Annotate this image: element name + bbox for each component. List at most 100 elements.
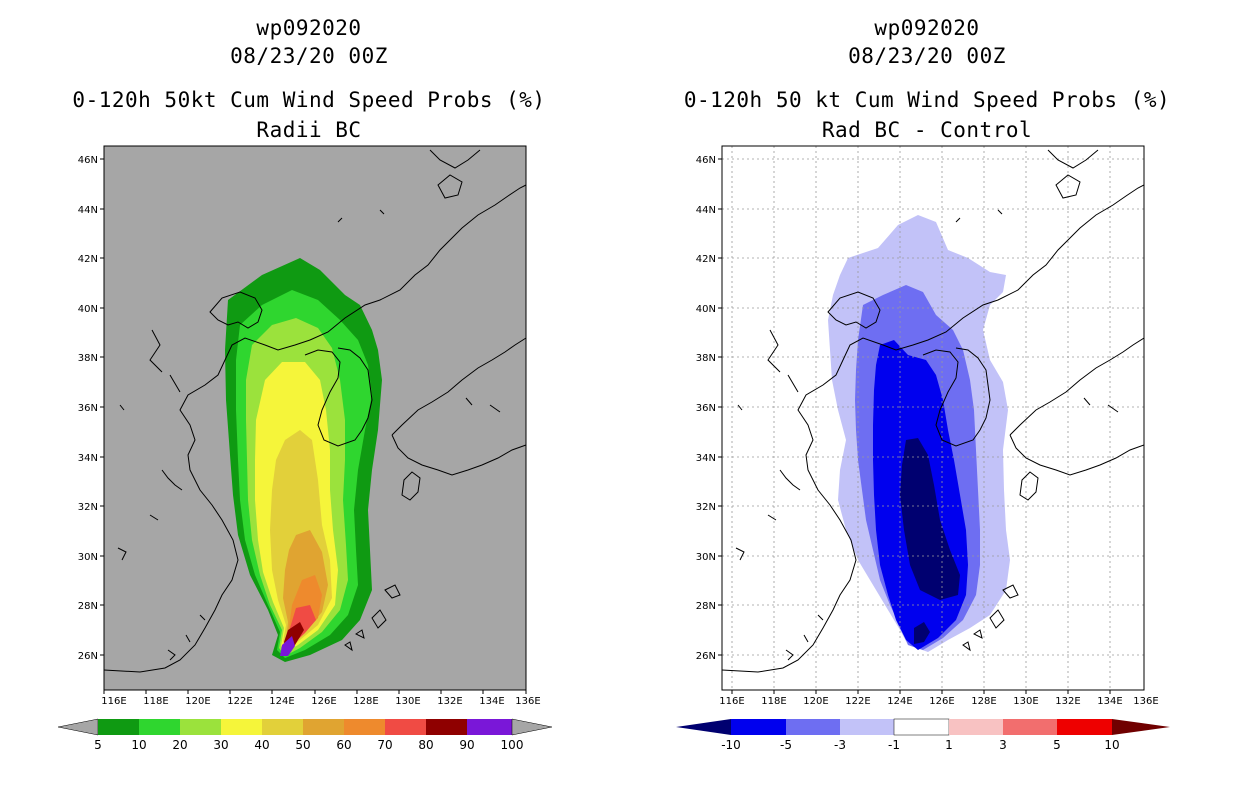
x-tick-label: 116E: [101, 696, 126, 707]
x-tick-label: 134E: [1097, 696, 1122, 707]
right-colorbar-box: [840, 719, 894, 735]
x-tick-label: 120E: [803, 696, 828, 707]
y-tick-label: 28N: [78, 601, 98, 612]
y-tick-label: 46N: [78, 155, 98, 166]
y-tick-label: 34N: [696, 453, 716, 464]
right-y-tick-labels: 26N 28N 30N 32N 34N 36N 38N 40N 42N 44N …: [696, 155, 716, 662]
x-tick-label: 136E: [1133, 696, 1158, 707]
right-plot-subtitle: Rad BC - Control: [821, 118, 1033, 142]
left-colorbar-box: [262, 719, 303, 735]
left-y-tick-labels: 26N 28N 30N 32N 34N 36N 38N 40N 42N 44N …: [78, 155, 98, 662]
right-difference-field: [828, 215, 1010, 652]
y-tick-label: 26N: [696, 651, 716, 662]
x-tick-label: 130E: [1013, 696, 1038, 707]
y-tick-label: 40N: [78, 304, 98, 315]
right-colorbar-box: [893, 718, 950, 736]
left-datetime: 08/23/20 00Z: [230, 44, 388, 68]
x-tick-label: 118E: [143, 696, 168, 707]
y-tick-label: 44N: [696, 205, 716, 216]
colorbar-label: 5: [94, 738, 102, 752]
y-tick-label: 28N: [696, 601, 716, 612]
colorbar-label: 5: [1053, 738, 1061, 752]
left-colorbar-under-arrow: [57, 718, 99, 736]
left-colorbar-box: [426, 719, 467, 735]
right-axis-ticks: [718, 158, 1111, 694]
diff-minus-10-south: [914, 622, 930, 644]
colorbar-label: 50: [295, 738, 310, 752]
x-tick-label: 122E: [845, 696, 870, 707]
right-colorbar-box: [1057, 719, 1112, 735]
y-tick-label: 32N: [696, 502, 716, 513]
x-tick-label: 124E: [887, 696, 912, 707]
right-x-tick-labels: 116E 118E 120E 122E 124E 126E 128E 130E …: [719, 696, 1158, 707]
colorbar-label: 1: [945, 738, 953, 752]
diff-minus-10: [900, 438, 960, 600]
right-colorbar-over-arrow: [1112, 719, 1170, 735]
left-colorbar-box: [303, 719, 344, 735]
colorbar-label: -5: [780, 738, 792, 752]
right-coastlines: [721, 149, 1145, 673]
x-tick-label: 126E: [929, 696, 954, 707]
right-colorbar-box: [786, 719, 840, 735]
y-tick-label: 42N: [696, 254, 716, 265]
x-tick-label: 118E: [761, 696, 786, 707]
prob-90: [280, 636, 295, 656]
left-colorbar-box: [180, 719, 221, 735]
right-datetime: 08/23/20 00Z: [848, 44, 1006, 68]
colorbar-label: 10: [131, 738, 146, 752]
colorbar-label: -10: [721, 738, 741, 752]
x-tick-label: 136E: [515, 696, 540, 707]
y-tick-label: 40N: [696, 304, 716, 315]
colorbar-label: 10: [1104, 738, 1119, 752]
right-colorbar: -10 -5 -3 -1 1 3 5 10: [676, 718, 1170, 752]
y-tick-label: 38N: [696, 353, 716, 364]
right-storm-id: wp092020: [874, 16, 980, 40]
colorbar-label: 100: [501, 738, 524, 752]
right-grid: [722, 146, 1144, 690]
left-colorbar: 5 10 20 30 40 50 60 70 80 90 100: [57, 718, 553, 752]
colorbar-label: 30: [213, 738, 228, 752]
colorbar-label: -3: [834, 738, 846, 752]
x-tick-label: 122E: [227, 696, 252, 707]
colorbar-label: 3: [999, 738, 1007, 752]
y-tick-label: 38N: [78, 353, 98, 364]
left-colorbar-box: [98, 719, 139, 735]
x-tick-label: 124E: [269, 696, 294, 707]
y-tick-label: 32N: [78, 502, 98, 513]
left-colorbar-box: [385, 719, 426, 735]
x-tick-label: 126E: [311, 696, 336, 707]
left-map: 116E 118E 120E 122E 124E 126E 128E 130E …: [57, 145, 553, 752]
y-tick-label: 34N: [78, 453, 98, 464]
y-tick-label: 30N: [696, 552, 716, 563]
left-storm-id: wp092020: [256, 16, 362, 40]
right-panel: wp092020 08/23/20 00Z 0-120h 50 kt Cum W…: [618, 0, 1236, 800]
left-colorbar-box: [139, 719, 180, 735]
left-probability-field: [225, 258, 382, 662]
y-tick-label: 36N: [78, 403, 98, 414]
y-tick-label: 26N: [78, 651, 98, 662]
right-map-frame: [721, 145, 1145, 691]
left-panel: wp092020 08/23/20 00Z 0-120h 50kt Cum Wi…: [57, 16, 553, 752]
right-colorbar-box: [731, 719, 786, 735]
y-tick-label: 30N: [78, 552, 98, 563]
y-tick-label: 42N: [78, 254, 98, 265]
right-plot-title: 0-120h 50 kt Cum Wind Speed Probs (%): [683, 88, 1171, 112]
left-axis-ticks: [100, 158, 527, 694]
colorbar-label: 70: [377, 738, 392, 752]
x-tick-label: 128E: [353, 696, 378, 707]
x-tick-label: 128E: [971, 696, 996, 707]
y-tick-label: 46N: [696, 155, 716, 166]
y-tick-label: 44N: [78, 205, 98, 216]
right-map: 116E 118E 120E 122E 124E 126E 128E 130E …: [676, 145, 1170, 752]
colorbar-label: -1: [888, 738, 900, 752]
colorbar-label: 90: [459, 738, 474, 752]
x-tick-label: 130E: [395, 696, 420, 707]
y-tick-label: 36N: [696, 403, 716, 414]
colorbar-label: 80: [418, 738, 433, 752]
left-colorbar-box: [467, 719, 512, 735]
right-colorbar-box: [949, 719, 1003, 735]
x-tick-label: 116E: [719, 696, 744, 707]
left-x-tick-labels: 116E 118E 120E 122E 124E 126E 128E 130E …: [101, 696, 540, 707]
x-tick-label: 120E: [185, 696, 210, 707]
left-colorbar-box: [221, 719, 262, 735]
